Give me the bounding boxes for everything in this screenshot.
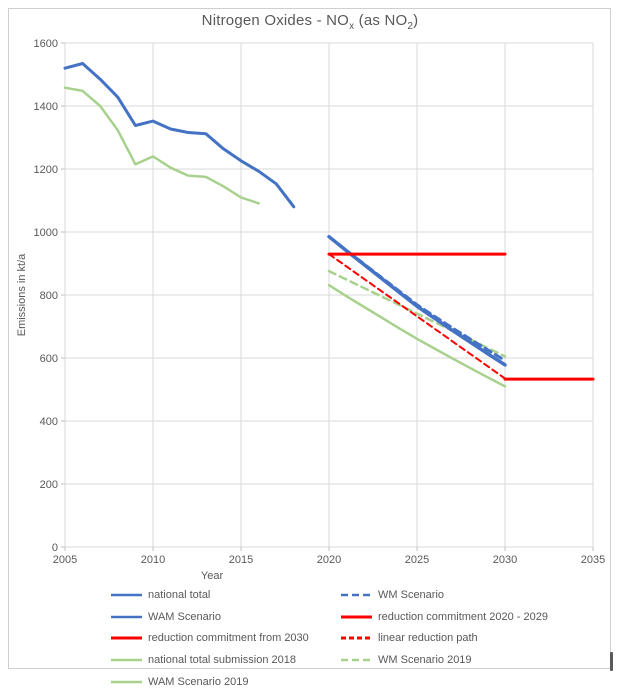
x-tick-label: 2010	[141, 554, 165, 566]
legend-item-national-total: national total	[110, 589, 340, 601]
legend-item-reduction-commitment-from-2030: reduction commitment from 2030	[110, 632, 340, 644]
legend-item-wam-scenario-2019: WAM Scenario 2019	[110, 676, 340, 688]
x-tick-label: 2020	[317, 554, 341, 566]
legend-marker-wm-scenario	[341, 593, 372, 597]
y-tick-label: 200	[40, 479, 58, 491]
series-line-national-total-submission-2018	[63, 86, 260, 205]
series-line-wm-scenario	[327, 235, 507, 362]
series-line-wam-scenario-2019	[327, 283, 507, 388]
series-line-national-total	[63, 62, 296, 209]
legend-label: national total submission 2018	[148, 653, 296, 666]
legend-marker-reduction-commitment-from-2030	[111, 636, 142, 640]
legend-label: WM Scenario	[378, 588, 445, 601]
y-tick-label: 600	[40, 353, 58, 365]
legend-marker-wm-scenario-2019	[341, 658, 372, 662]
legend-item-wm-scenario-2019: WM Scenario 2019	[340, 654, 610, 666]
legend-marker-reduction-commitment-2020-2029	[341, 615, 372, 619]
series-line-linear-reduction-path	[328, 253, 506, 380]
y-tick-label: 800	[40, 290, 58, 302]
legend-item-wam-scenario: WAM Scenario	[110, 611, 340, 623]
x-tick-label: 2030	[493, 554, 517, 566]
chart-title: Nitrogen Oxides - NOx (as NO2)	[201, 12, 419, 32]
cursor-artifact	[610, 652, 613, 671]
y-tick-label: 1600	[34, 38, 58, 50]
x-axis-title: Year	[201, 570, 224, 582]
y-tick-label: 1000	[34, 227, 58, 239]
y-axis-title: Emissions in kt/a	[16, 253, 28, 336]
legend-item-reduction-commitment-2020-2029: reduction commitment 2020 - 2029	[340, 611, 610, 623]
x-tick-label: 2025	[405, 554, 429, 566]
legend-label: reduction commitment 2020 - 2029	[378, 610, 548, 623]
legend-label: WAM Scenario 2019	[148, 675, 249, 688]
x-tick-label: 2005	[53, 554, 77, 566]
legend-marker-national-total	[111, 593, 142, 597]
x-tick-label: 2015	[229, 554, 253, 566]
y-tick-label: 400	[40, 416, 58, 428]
legend-item-linear-reduction-path: linear reduction path	[340, 632, 610, 644]
legend: national total WM Scenario WAM Scenario red…	[110, 584, 610, 692]
legend-label: national total	[148, 588, 211, 601]
legend-marker-wam-scenario-2019	[111, 680, 142, 683]
legend-marker-wam-scenario	[111, 615, 142, 618]
legend-marker-linear-reduction-path	[341, 636, 372, 640]
legend-label: WAM Scenario	[148, 610, 221, 623]
legend-label: reduction commitment from 2030	[148, 632, 309, 645]
y-tick-label: 0	[52, 542, 58, 554]
y-tick-label: 1200	[34, 164, 58, 176]
y-tick-label: 1400	[34, 101, 58, 113]
legend-item-national-total-submission-2018: national total submission 2018	[110, 654, 340, 666]
legend-label: WM Scenario 2019	[378, 653, 472, 666]
x-tick-label: 2035	[581, 554, 605, 566]
legend-marker-national-total-submission-2018	[111, 658, 142, 662]
legend-item-wm-scenario: WM Scenario	[340, 589, 610, 601]
legend-label: linear reduction path	[378, 632, 478, 645]
